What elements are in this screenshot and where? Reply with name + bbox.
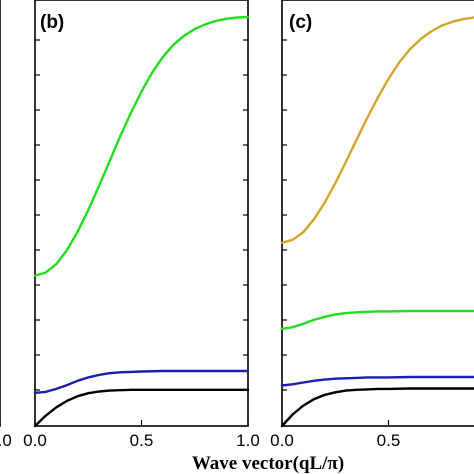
x-tick-label-c-1: 0.5: [377, 431, 401, 450]
panel-label-b: (b): [40, 12, 64, 33]
series-line-b-1: [33, 369, 250, 394]
x-tick-label-a-2: 1.0: [0, 431, 12, 450]
series-line-b-0: [33, 15, 250, 277]
x-axis-title: Wave vector(qL/π): [192, 453, 344, 474]
x-tick-label-b-0: 0.0: [23, 431, 47, 450]
series-line-c-0: [280, 16, 474, 245]
x-tick-label-b-1: 0.5: [130, 431, 154, 450]
series-line-c-2: [280, 375, 474, 387]
panel-frame-c: [281, 0, 474, 427]
series-line-b-2: [33, 388, 250, 428]
x-tick-label-b-2: 1.0: [236, 431, 260, 450]
series-line-c-1: [280, 309, 474, 331]
panel-label-c: (c): [289, 12, 312, 33]
x-tick-label-c-0: 0.0: [270, 431, 294, 450]
series-line-c-3: [280, 387, 474, 428]
panel-frame-b: [34, 0, 249, 427]
